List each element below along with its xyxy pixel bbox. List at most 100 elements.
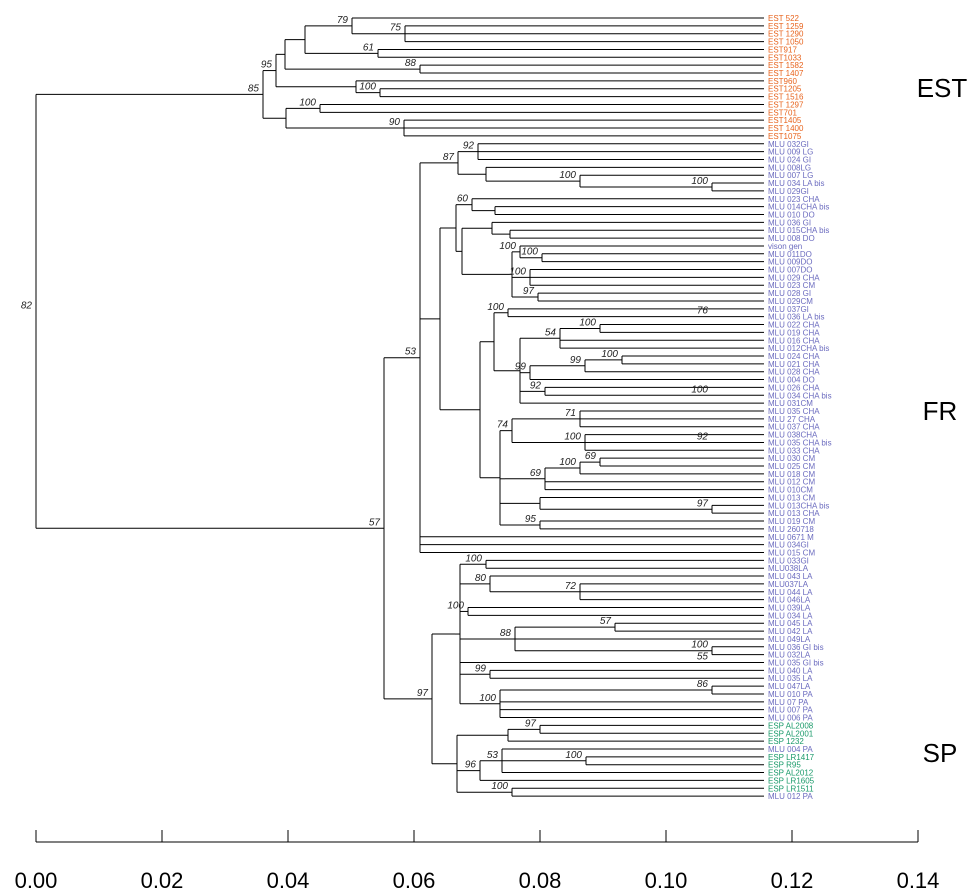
leaf-label: MLU 021 CHA: [768, 360, 820, 369]
bootstrap-value: 76: [697, 306, 709, 317]
bootstrap-value: 61: [363, 42, 374, 53]
leaf-label: MLU 035 CHA bis: [768, 438, 832, 447]
leaf-label: MLU 023 CHA: [768, 195, 820, 204]
bootstrap-value: 97: [697, 498, 709, 509]
leaf-label: MLU 015CHA bis: [768, 226, 829, 235]
leaf-label: EST 1516: [768, 93, 804, 102]
leaf-label: ESP AL2012: [768, 769, 814, 778]
leaf-label: MLU 010CM: [768, 486, 813, 495]
bootstrap-value: 71: [565, 408, 576, 419]
axis-tick-label: 0.12: [771, 868, 814, 893]
leaf-label: MLU 042 LA: [768, 627, 813, 636]
tree-branches: [35, 17, 764, 797]
leaf-label: ESP LR1511: [768, 784, 814, 793]
leaf-label: MLU 012CHA bis: [768, 344, 829, 353]
leaf-label: MLU 022 CHA: [768, 321, 820, 330]
leaf-label: MLU 036 LA bis: [768, 313, 824, 322]
leaf-label: vison gen: [768, 242, 802, 251]
bootstrap-value: 92: [530, 380, 542, 391]
leaf-label: EST1205: [768, 85, 802, 94]
leaf-label: MLU 034 LA bis: [768, 179, 824, 188]
leaf-label: MLU 028 CHA: [768, 368, 820, 377]
leaf-label: MLU 031CM: [768, 399, 813, 408]
bootstrap-value: 82: [21, 300, 33, 311]
bootstrap-value: 100: [499, 241, 516, 252]
bootstrap-value: 92: [697, 431, 709, 442]
leaf-label: MLU 011DO: [768, 250, 812, 259]
bootstrap-value: 100: [579, 317, 596, 328]
leaf-label: MLU 039LA: [768, 604, 811, 613]
bootstrap-value: 96: [465, 760, 477, 771]
leaf-label: EST 522: [768, 14, 800, 23]
group-label-est: EST: [917, 73, 968, 103]
leaf-label: MLU 030 CM: [768, 454, 815, 463]
leaf-label: EST701: [768, 108, 797, 117]
leaf-label: MLU 014CHA bis: [768, 203, 829, 212]
bootstrap-value: 97: [525, 718, 537, 729]
leaf-label: MLU 007 PA: [768, 706, 813, 715]
bootstrap-value: 100: [487, 302, 504, 313]
bootstrap-value: 69: [585, 451, 597, 462]
leaf-label: MLU 010 PA: [768, 690, 813, 699]
bootstrap-value: 97: [417, 688, 429, 699]
leaf-label: MLU 012 CM: [768, 478, 815, 487]
bootstrap-value: 100: [691, 640, 708, 651]
bootstrap-value: 100: [691, 384, 708, 395]
leaf-label: MLU 024 CHA: [768, 352, 820, 361]
leaf-label: EST960: [768, 77, 797, 86]
leaf-label: MLU 260718: [768, 525, 814, 534]
axis-tick-label: 0.14: [897, 868, 940, 893]
leaf-label: MLU 034 CHA bis: [768, 391, 832, 400]
leaf-label: MLU 036 GI bis: [768, 643, 824, 652]
leaf-label: MLU 037GI: [768, 305, 809, 314]
leaf-label: MLU 018 CM: [768, 470, 815, 479]
leaf-label: MLU 006 PA: [768, 714, 813, 723]
leaf-label: MLU 015 CM: [768, 548, 815, 557]
bootstrap-value: 95: [525, 514, 537, 525]
leaf-label: MLU 013CHA bis: [768, 501, 829, 510]
leaf-label: MLU 028 GI: [768, 289, 811, 298]
leaf-label: MLU 049LA: [768, 635, 811, 644]
leaf-label: MLU 034GI: [768, 541, 809, 550]
bootstrap-support-values: 75 79 61 88 100 95 100 90 85 92 100 100 87 60 100 100 10…: [21, 15, 709, 792]
leaf-label: MLU 008LG: [768, 163, 811, 172]
bootstrap-value: 88: [500, 628, 512, 639]
leaf-label: MLU 038CHA: [768, 431, 818, 440]
bootstrap-value: 100: [465, 553, 482, 564]
leaf-label: MLU037LA: [768, 580, 809, 589]
bootstrap-value: 60: [457, 194, 469, 205]
bootstrap-value: 92: [463, 141, 475, 152]
bootstrap-value: 100: [565, 750, 582, 761]
leaf-label: MLU 013 CM: [768, 493, 815, 502]
leaf-label: MLU 008 DO: [768, 234, 815, 243]
leaf-label: MLU 004 PA: [768, 745, 813, 754]
group-label-fr: FR: [923, 396, 958, 426]
leaf-label: MLU 033 CHA: [768, 446, 820, 455]
leaf-label: MLU 035 CHA: [768, 407, 820, 416]
leaf-label: MLU 009 LG: [768, 148, 813, 157]
axis-tick-label: 0.02: [141, 868, 184, 893]
bootstrap-value: 57: [369, 517, 381, 528]
leaf-label: EST917: [768, 45, 797, 54]
axis-tick-label: 0.10: [645, 868, 688, 893]
bootstrap-value: 100: [479, 693, 496, 704]
leaf-label: MLU 026 CHA: [768, 383, 820, 392]
leaf-label: EST 1297: [768, 100, 804, 109]
bootstrap-value: 79: [337, 15, 349, 26]
leaf-label: MLU 010 DO: [768, 211, 815, 220]
leaf-label: MLU 032GI: [768, 140, 809, 149]
bootstrap-value: 100: [559, 170, 576, 181]
leaf-label: EST 1290: [768, 30, 804, 39]
leaf-label: MLU 009DO: [768, 258, 812, 267]
leaf-label: EST 1407: [768, 69, 804, 78]
bootstrap-value: 100: [601, 349, 618, 360]
bootstrap-value: 80: [475, 573, 487, 584]
leaf-label: MLU 046LA: [768, 596, 811, 605]
bootstrap-value: 87: [443, 152, 455, 163]
bootstrap-value: 100: [521, 247, 538, 258]
leaf-label: MLU 016 CHA: [768, 336, 820, 345]
leaf-label: MLU 023 CM: [768, 281, 815, 290]
leaf-label: MLU 27 CHA: [768, 415, 816, 424]
